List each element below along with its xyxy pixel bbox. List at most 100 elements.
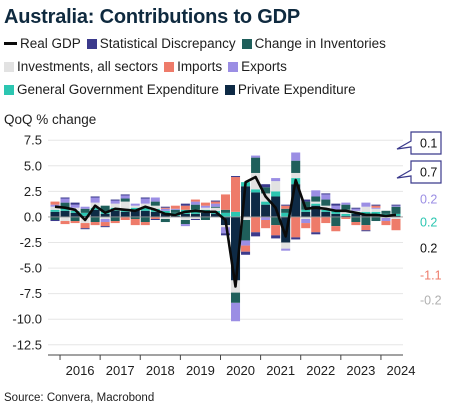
bar-imports (301, 223, 311, 229)
bar-investments (371, 208, 381, 212)
bar-exports (391, 205, 401, 207)
bar-imports (150, 216, 160, 219)
bar-investments (60, 216, 70, 222)
bar-investments (351, 210, 361, 212)
bar-government (140, 207, 150, 211)
bar-inventories (281, 208, 291, 213)
bar-exports (321, 194, 331, 200)
bar-investments (180, 216, 190, 220)
bar-investments (210, 207, 220, 211)
legend-swatch (228, 62, 239, 72)
bar-government (251, 189, 261, 193)
bar-statistical-discrepancy (271, 235, 281, 239)
bar-exports (361, 202, 371, 207)
bar-exports (241, 240, 251, 246)
bar-private (321, 211, 331, 217)
bar-private (371, 215, 381, 217)
bar-private (80, 215, 90, 217)
bar-imports (210, 201, 220, 204)
bar-statistical-discrepancy (371, 204, 381, 206)
bar-government (271, 191, 281, 197)
bar-imports (110, 221, 120, 224)
bar-statistical-discrepancy (70, 202, 80, 205)
bar-exports (371, 207, 381, 209)
bar-inventories (110, 216, 120, 222)
bar-government (281, 212, 291, 217)
bar-investments (190, 216, 200, 219)
bar-private (60, 210, 70, 217)
bar-imports (160, 207, 170, 209)
legend-item-government: General Government Expenditure (4, 82, 219, 97)
bar-imports (341, 216, 351, 219)
legend-swatch (241, 39, 252, 49)
bar-inventories (291, 160, 301, 173)
bar-exports (60, 198, 70, 203)
bar-imports (321, 216, 331, 224)
bar-government (231, 211, 241, 217)
bar-inventories (271, 216, 281, 226)
latest-value-label: 0.2 (420, 216, 437, 230)
legend-swatch (4, 62, 14, 72)
bar-investments (361, 206, 371, 212)
bar-statistical-discrepancy (251, 232, 261, 237)
bar-inventories (220, 209, 231, 213)
bar-statistical-discrepancy (241, 251, 251, 255)
legend-swatch (4, 42, 17, 45)
x-tick-label: 2022 (306, 363, 335, 378)
bar-imports (180, 205, 190, 210)
y-tick-label: 0.0 (24, 209, 42, 224)
bar-imports (361, 225, 371, 231)
latest-value-label: 0.2 (420, 193, 437, 207)
legend-item-investments: Investments, all sectors (4, 59, 158, 74)
bar-imports (241, 245, 251, 252)
bar-exports (331, 205, 341, 210)
bar-exports (261, 216, 271, 220)
bar-imports (130, 218, 140, 226)
bar-inventories (261, 187, 271, 194)
legend-row-1: Real GDP Statistical Discrepancy Change in… (4, 36, 392, 54)
bar-government (301, 209, 311, 212)
bar-statistical-discrepancy (351, 207, 361, 209)
bar-investments (50, 206, 60, 210)
bar-private (140, 210, 150, 217)
bar-exports (150, 197, 160, 202)
bar-exports (301, 218, 311, 224)
latest-value-label: -0.2 (420, 294, 442, 308)
y-tick-label: 5.0 (24, 158, 42, 173)
bar-inventories (361, 216, 371, 226)
bar-exports (100, 218, 110, 223)
bar-private (50, 211, 60, 217)
legend-swatch (86, 39, 97, 49)
bar-inventories (241, 220, 251, 241)
bar-investments (130, 205, 140, 208)
bar-imports (100, 222, 110, 227)
bar-government (130, 207, 140, 210)
legend-label: Real GDP (20, 36, 81, 51)
bar-government (220, 212, 231, 217)
bar-exports (180, 224, 190, 227)
bar-exports (210, 203, 220, 207)
bar-statistical-discrepancy (220, 233, 231, 236)
legend-label: Change in Inventories (254, 36, 386, 51)
bar-imports (391, 218, 401, 231)
bar-inventories (231, 292, 241, 303)
bar-statistical-discrepancy (150, 218, 160, 220)
bar-exports (160, 208, 170, 211)
bar-statistical-discrepancy (180, 203, 190, 206)
bar-statistical-discrepancy (361, 230, 371, 232)
bar-inventories (90, 216, 100, 223)
source-note: Source: Convera, Macrobond (4, 392, 155, 404)
bar-inventories (180, 220, 190, 225)
bar-imports (261, 220, 271, 229)
bar-statistical-discrepancy (391, 204, 401, 206)
bar-inventories (130, 216, 140, 219)
bar-exports (281, 248, 291, 251)
bar-inventories (190, 204, 200, 210)
y-tick-label: -7.5 (20, 286, 42, 301)
bar-investments (110, 203, 120, 208)
latest-value-label: -1.1 (420, 269, 442, 283)
bar-inventories (60, 202, 70, 208)
bar-inventories (391, 206, 401, 214)
bar-investments (150, 205, 160, 209)
